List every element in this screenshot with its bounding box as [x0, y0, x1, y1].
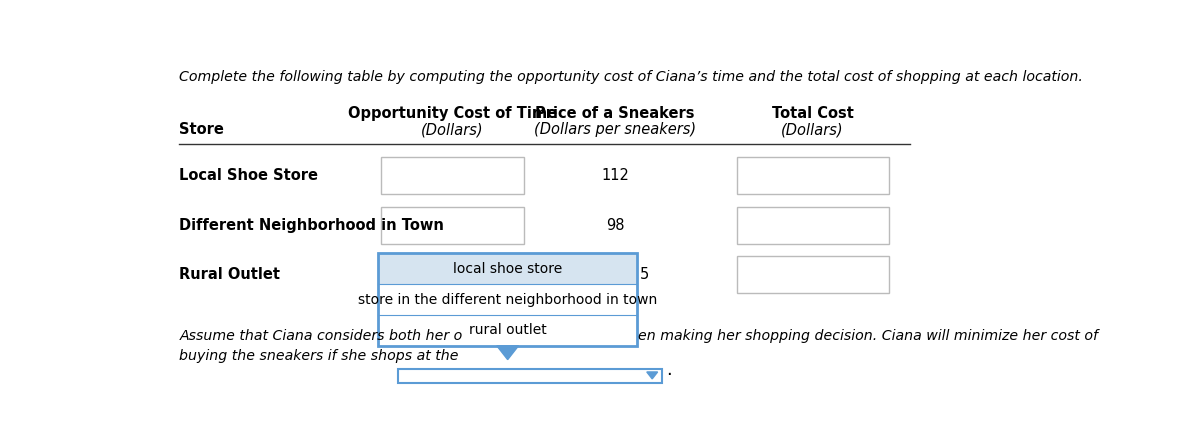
Text: Opportunity Cost of Time: Opportunity Cost of Time — [348, 105, 557, 120]
FancyBboxPatch shape — [378, 284, 637, 346]
FancyBboxPatch shape — [738, 256, 888, 293]
FancyBboxPatch shape — [398, 369, 661, 383]
Text: Total Cost: Total Cost — [772, 105, 853, 120]
Text: (Dollars): (Dollars) — [781, 122, 844, 137]
FancyBboxPatch shape — [738, 207, 888, 244]
Text: Store: Store — [180, 122, 224, 137]
Text: 98: 98 — [606, 218, 624, 233]
Text: (Dollars): (Dollars) — [421, 122, 484, 137]
Text: (Dollars per sneakers): (Dollars per sneakers) — [534, 122, 696, 137]
FancyBboxPatch shape — [378, 253, 637, 284]
Text: store in the different neighborhood in town: store in the different neighborhood in t… — [358, 292, 658, 307]
Text: 5: 5 — [640, 267, 649, 282]
FancyBboxPatch shape — [380, 207, 524, 244]
FancyBboxPatch shape — [380, 157, 524, 194]
Text: .: . — [666, 361, 672, 379]
Text: en making her shopping decision. Ciana will minimize her cost of: en making her shopping decision. Ciana w… — [638, 329, 1098, 343]
Text: Rural Outlet: Rural Outlet — [180, 267, 281, 282]
Text: buying the sneakers if she shops at the: buying the sneakers if she shops at the — [180, 349, 458, 363]
Text: Assume that Ciana considers both her o: Assume that Ciana considers both her o — [180, 329, 463, 343]
Polygon shape — [497, 346, 518, 360]
Text: Different Neighborhood in Town: Different Neighborhood in Town — [180, 218, 444, 233]
Text: 112: 112 — [601, 168, 629, 183]
Text: local shoe store: local shoe store — [454, 262, 563, 276]
Polygon shape — [647, 372, 658, 379]
Text: rural outlet: rural outlet — [469, 323, 546, 338]
Text: Price of a Sneakers: Price of a Sneakers — [535, 105, 695, 120]
Text: Local Shoe Store: Local Shoe Store — [180, 168, 318, 183]
Text: Complete the following table by computing the opportunity cost of Ciana’s time a: Complete the following table by computin… — [180, 70, 1084, 84]
FancyBboxPatch shape — [738, 157, 888, 194]
